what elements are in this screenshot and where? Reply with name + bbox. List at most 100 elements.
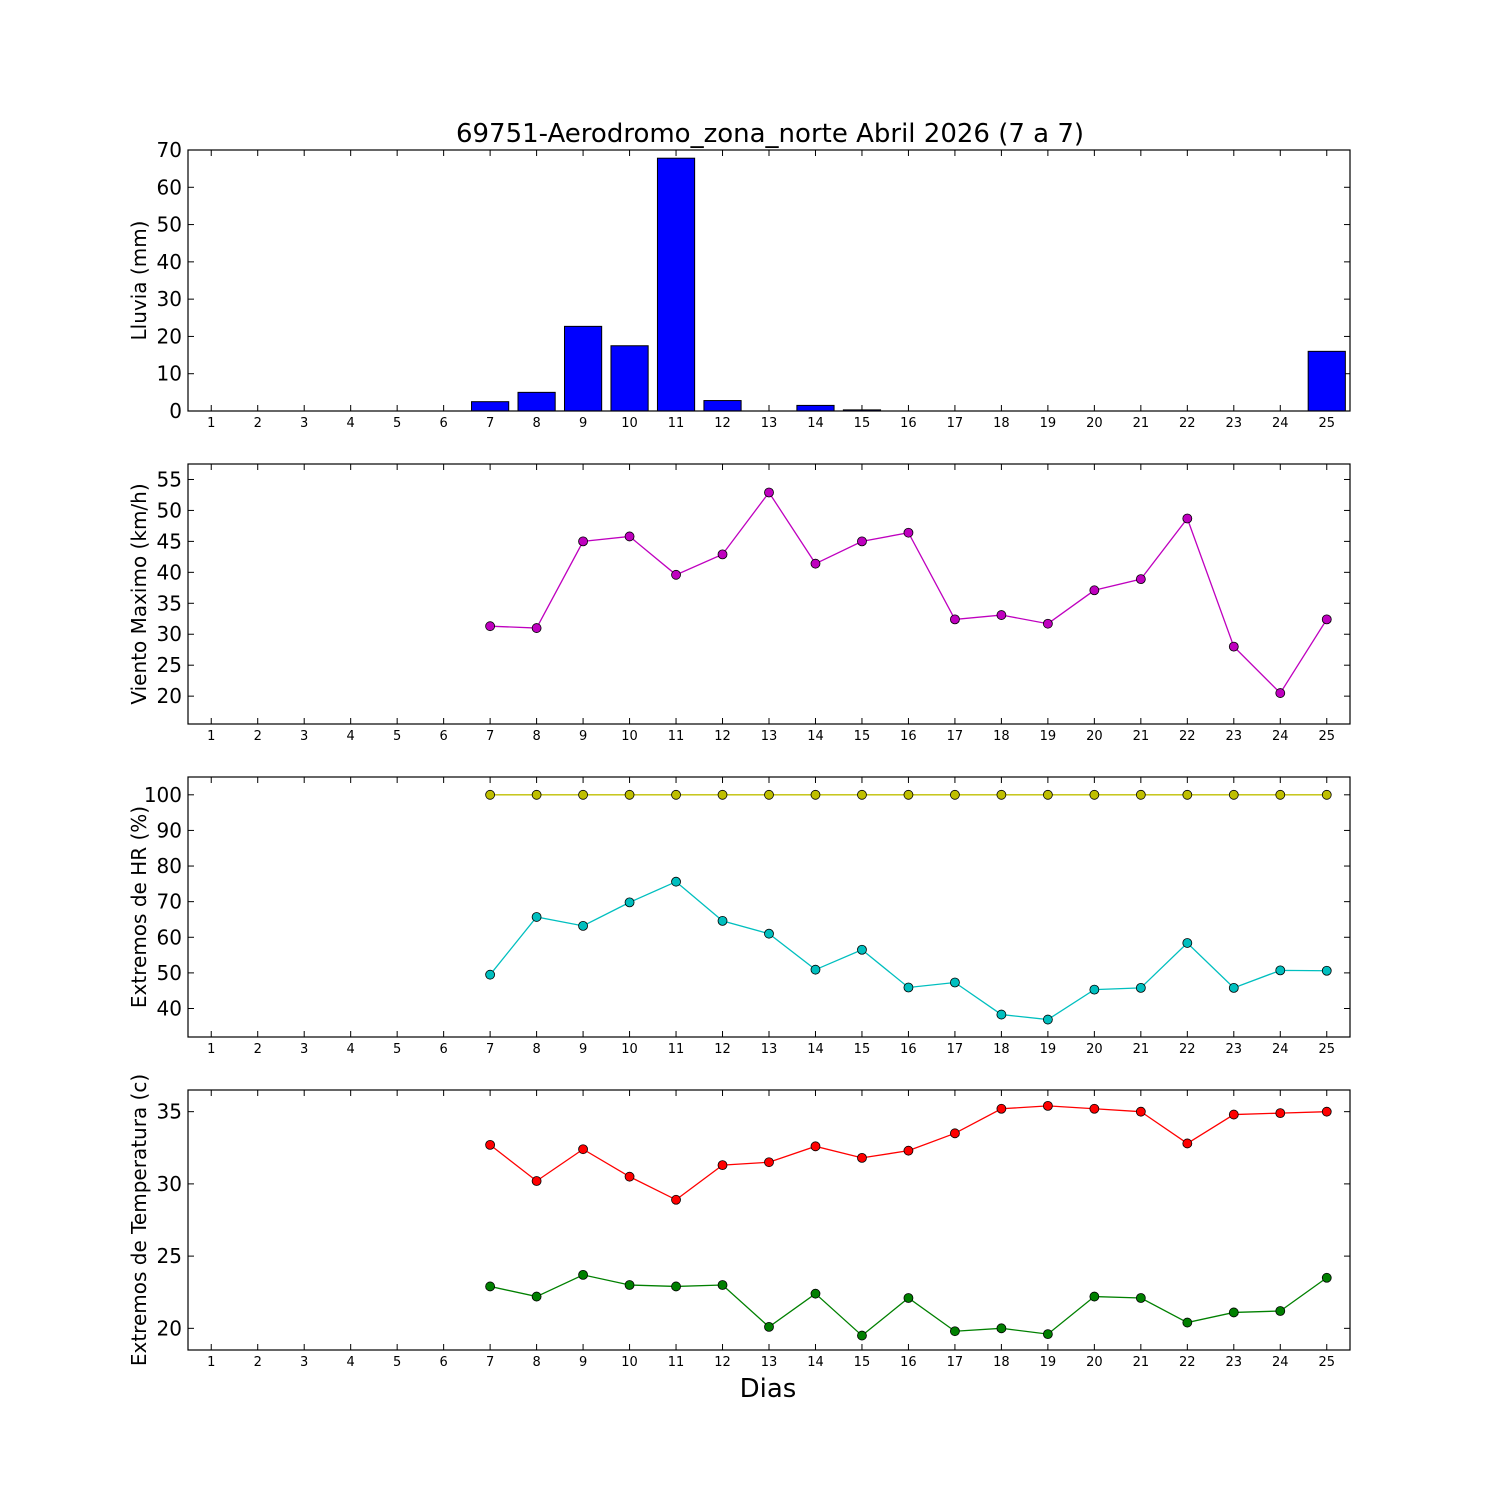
x-tick-label: 4 bbox=[347, 729, 355, 744]
x-tick-label: 2 bbox=[254, 1355, 262, 1370]
data-point bbox=[1321, 1106, 1332, 1117]
x-tick-label: 20 bbox=[1086, 1355, 1103, 1370]
x-tick-label: 7 bbox=[486, 1042, 494, 1057]
x-tick-label: 14 bbox=[807, 729, 824, 744]
x-tick-label: 12 bbox=[714, 1042, 731, 1057]
x-tick-label: 18 bbox=[993, 1042, 1010, 1057]
data-point bbox=[717, 1280, 728, 1290]
x-tick-label: 13 bbox=[761, 729, 778, 744]
data-point bbox=[1135, 982, 1146, 993]
data-point bbox=[1182, 789, 1193, 800]
x-tick-label: 4 bbox=[347, 1355, 355, 1370]
x-axis-label: Dias bbox=[740, 1374, 797, 1404]
y-tick-label: 40 bbox=[157, 560, 182, 584]
data-point bbox=[624, 1280, 635, 1290]
data-point bbox=[671, 876, 681, 887]
data-point bbox=[531, 1176, 542, 1186]
x-tick-label: 18 bbox=[993, 729, 1010, 744]
data-point bbox=[531, 623, 542, 633]
x-tick-label: 20 bbox=[1086, 729, 1103, 744]
x-tick-label: 23 bbox=[1226, 1042, 1243, 1057]
x-tick-label: 12 bbox=[714, 1355, 731, 1370]
x-tick-label: 25 bbox=[1318, 1355, 1335, 1370]
y-tick-label: 80 bbox=[157, 854, 182, 878]
data-point bbox=[624, 531, 635, 542]
data-point bbox=[1089, 1291, 1100, 1302]
x-tick-label: 15 bbox=[854, 1042, 871, 1057]
x-tick-label: 10 bbox=[621, 1355, 638, 1370]
data-point bbox=[996, 1103, 1007, 1114]
x-tick-label: 3 bbox=[300, 416, 308, 431]
y-tick-label: 50 bbox=[157, 213, 182, 237]
data-point bbox=[996, 789, 1007, 800]
data-point bbox=[1135, 1106, 1146, 1117]
data-point bbox=[1275, 688, 1286, 698]
data-point bbox=[1228, 982, 1239, 993]
data-point bbox=[903, 527, 914, 538]
x-tick-label: 16 bbox=[900, 1042, 917, 1057]
series-line bbox=[489, 1274, 1328, 1337]
data-point bbox=[996, 1009, 1007, 1020]
data-point bbox=[717, 789, 728, 800]
y-tick-label: 40 bbox=[157, 997, 182, 1021]
y-tick-label: 20 bbox=[157, 684, 182, 708]
data-point bbox=[950, 789, 960, 800]
data-point bbox=[903, 1293, 914, 1303]
y-tick-label: 70 bbox=[157, 890, 182, 914]
x-tick-label: 7 bbox=[486, 729, 494, 744]
data-point bbox=[1275, 1108, 1286, 1119]
data-point bbox=[996, 610, 1007, 620]
data-point bbox=[485, 621, 496, 632]
data-point bbox=[1042, 1100, 1053, 1111]
x-tick-label: 22 bbox=[1179, 1042, 1196, 1057]
x-tick-label: 15 bbox=[854, 729, 871, 744]
data-point bbox=[857, 536, 867, 547]
data-point bbox=[578, 1269, 588, 1280]
x-tick-label: 19 bbox=[1040, 1042, 1057, 1057]
bar bbox=[703, 400, 742, 412]
x-tick-label: 12 bbox=[714, 729, 731, 744]
x-tick-label: 1 bbox=[207, 1355, 215, 1370]
x-tick-label: 15 bbox=[854, 416, 871, 431]
x-tick-label: 22 bbox=[1179, 729, 1196, 744]
data-point bbox=[1182, 1317, 1193, 1328]
bar bbox=[656, 157, 696, 412]
y-tick-label: 55 bbox=[157, 467, 182, 491]
x-tick-label: 25 bbox=[1318, 416, 1335, 431]
y-tick-label: 60 bbox=[157, 175, 182, 199]
x-tick-label: 5 bbox=[393, 1355, 401, 1370]
x-tick-label: 24 bbox=[1272, 1355, 1289, 1370]
data-point bbox=[996, 1323, 1007, 1334]
bar bbox=[471, 401, 510, 412]
data-point bbox=[717, 549, 728, 560]
x-tick-label: 3 bbox=[300, 1042, 308, 1057]
data-point bbox=[485, 789, 496, 800]
x-tick-label: 5 bbox=[393, 729, 401, 744]
x-tick-label: 1 bbox=[207, 729, 215, 744]
x-tick-label: 2 bbox=[254, 1042, 262, 1057]
y-tick-label: 60 bbox=[157, 925, 182, 949]
x-tick-label: 7 bbox=[486, 1355, 494, 1370]
data-point bbox=[624, 897, 635, 908]
data-point bbox=[1042, 1329, 1053, 1340]
data-point bbox=[485, 1281, 496, 1292]
y-tick-label: 20 bbox=[157, 1316, 182, 1340]
data-point bbox=[857, 944, 867, 955]
x-tick-label: 1 bbox=[207, 416, 215, 431]
y-tick-label: 40 bbox=[157, 250, 182, 274]
data-point bbox=[1321, 789, 1332, 800]
x-tick-label: 9 bbox=[579, 1042, 587, 1057]
x-tick-label: 25 bbox=[1318, 729, 1335, 744]
data-point bbox=[1089, 585, 1100, 596]
x-tick-label: 22 bbox=[1179, 416, 1196, 431]
data-point bbox=[764, 1157, 774, 1168]
data-point bbox=[1275, 789, 1286, 800]
y-tick-label: 10 bbox=[157, 362, 182, 386]
x-tick-label: 23 bbox=[1226, 1355, 1243, 1370]
data-point bbox=[1182, 513, 1193, 524]
x-tick-label: 10 bbox=[621, 1042, 638, 1057]
data-point bbox=[857, 1330, 867, 1341]
data-point bbox=[903, 1145, 914, 1156]
